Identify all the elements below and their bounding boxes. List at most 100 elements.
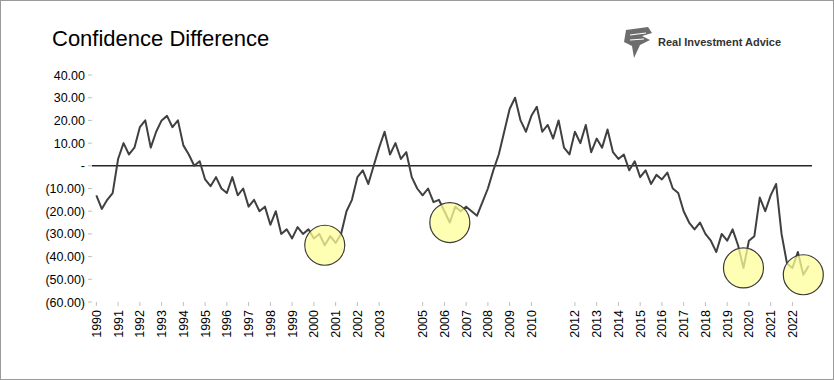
y-tick [88,211,92,212]
x-tick-label: 2021 [764,310,778,338]
x-tick-label: 1996 [220,310,234,338]
logo-icon [624,27,652,58]
x-tick [509,302,510,306]
highlights [305,203,824,295]
x-tick [487,302,488,306]
x-tick-label: 1994 [177,310,191,338]
y-tick-label: (60.00) [45,296,85,310]
annotation: Real Investment Advice [658,36,781,48]
data-line [96,98,808,275]
x-tick-label: 1992 [133,310,147,338]
y-tick [88,75,92,76]
y-tick [88,302,92,303]
chart: Confidence Difference Real Investment Adv… [0,0,834,380]
y-tick [88,188,92,189]
x-tick [118,302,119,306]
x-tick [661,302,662,306]
x-tick [205,302,206,306]
x-tick [357,302,358,306]
y-tick [88,165,92,166]
highlight-circle [430,203,470,243]
x-tick-label: 2009 [503,310,517,338]
x-tick-label: 2015 [634,310,648,338]
x-tick-label: 2019 [721,310,735,338]
y-tick [88,120,92,121]
x-tick [313,302,314,306]
x-tick-label: 2007 [460,310,474,338]
x-tick [466,302,467,306]
x-tick-label: 1991 [112,310,126,338]
frame-border [1,1,834,380]
y-axis: 40.00 30.00 20.00 10.00 - (10.00) (20.00) (30.0… [45,69,812,310]
y-tick-label: (50.00) [45,273,85,287]
x-tick-label: 1993 [155,310,169,338]
x-tick-label: 2013 [590,310,604,338]
x-tick [683,302,684,306]
x-tick-label: 2008 [481,310,495,338]
highlight-circle [783,255,823,295]
x-tick [727,302,728,306]
x-tick-label: 2002 [351,310,365,338]
highlight-circle [305,225,345,265]
x-tick-label: 2016 [655,310,669,338]
x-tick [705,302,706,306]
x-tick-label: 1998 [264,310,278,338]
y-tick [88,233,92,234]
y-tick-label: (20.00) [45,205,85,219]
x-tick-label: 2001 [329,310,343,338]
x-tick-label: 1999 [286,310,300,338]
x-tick-label: 1995 [199,310,213,338]
y-tick-label: (30.00) [45,227,85,241]
x-tick [248,302,249,306]
x-tick-label: 2003 [373,310,387,338]
title: Confidence Difference [52,26,269,51]
x-tick [139,302,140,306]
x-tick [292,302,293,306]
x-tick-label: 2022 [786,310,800,338]
x-axis: 1990 1991 1992 1993 1994 1995 1996 1997 1998 1999… [90,302,800,338]
x-tick [335,302,336,306]
logo [624,27,652,58]
y-tick-label: - [81,159,85,173]
y-tick-label: 10.00 [54,137,85,151]
x-tick [444,302,445,306]
y-tick-label: (10.00) [45,182,85,196]
y-tick [88,143,92,144]
x-tick [792,302,793,306]
x-tick-label: 2018 [699,310,713,338]
x-tick [531,302,532,306]
x-tick [596,302,597,306]
y-tick [88,97,92,98]
logo-icon-lines [630,33,646,40]
y-tick-label: (40.00) [45,250,85,264]
y-tick-label: 30.00 [54,91,85,105]
x-tick [270,302,271,306]
plot-area [96,98,808,275]
x-tick [96,302,97,306]
x-tick-label: 2014 [612,310,626,338]
x-tick-label: 2017 [677,310,691,338]
x-tick-label: 2006 [438,310,452,338]
x-tick [226,302,227,306]
x-tick [379,302,380,306]
x-tick-label: 1997 [242,310,256,338]
y-tick [88,279,92,280]
x-tick-label: 2000 [307,310,321,338]
x-tick [161,302,162,306]
x-tick [618,302,619,306]
y-tick [88,256,92,257]
highlight-circle [723,248,763,288]
x-tick [748,302,749,306]
x-tick-label: 1990 [90,310,104,338]
x-tick [770,302,771,306]
x-tick-label: 2012 [568,310,582,338]
x-tick-label: 2020 [742,310,756,338]
y-tick-label: 40.00 [54,69,85,83]
x-tick-label: 2010 [525,310,539,338]
x-tick [422,302,423,306]
x-tick [183,302,184,306]
y-tick-label: 20.00 [54,114,85,128]
x-tick [574,302,575,306]
x-tick-label: 2005 [416,310,430,338]
x-tick [640,302,641,306]
